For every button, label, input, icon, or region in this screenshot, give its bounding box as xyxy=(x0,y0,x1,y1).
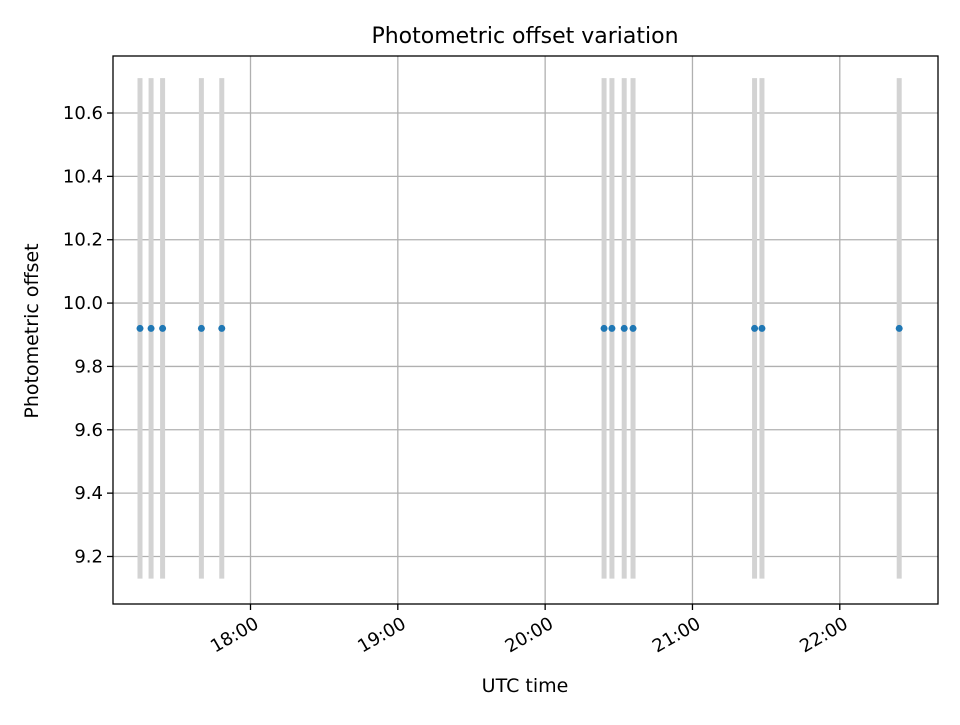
x-axis-label: UTC time xyxy=(482,675,569,697)
y-tick-label: 9.8 xyxy=(74,356,103,377)
data-point xyxy=(620,324,628,332)
x-tick-label: 19:00 xyxy=(354,613,409,657)
grid xyxy=(113,56,938,604)
chart-title: Photometric offset variation xyxy=(371,24,678,49)
plot-frame xyxy=(112,55,939,605)
errorbars xyxy=(137,78,902,579)
data-point xyxy=(147,324,155,332)
y-tick-label: 9.2 xyxy=(74,546,103,567)
data-point xyxy=(758,324,766,332)
y-tick-label: 10.0 xyxy=(63,293,103,314)
y-axis-label: Photometric offset xyxy=(21,243,43,418)
data-points xyxy=(136,324,903,332)
data-point xyxy=(218,324,226,332)
data-point xyxy=(895,324,903,332)
data-point xyxy=(608,324,616,332)
x-tick-label: 22:00 xyxy=(796,613,851,657)
x-tick-label: 18:00 xyxy=(207,613,262,657)
y-tick-label: 10.4 xyxy=(63,166,103,187)
y-tick-label: 9.4 xyxy=(74,483,103,504)
data-point xyxy=(600,324,608,332)
data-point xyxy=(159,324,167,332)
data-point xyxy=(751,324,759,332)
data-point xyxy=(136,324,144,332)
data-point xyxy=(629,324,637,332)
y-tick-label: 10.2 xyxy=(63,230,103,251)
y-tick-label: 9.6 xyxy=(74,420,103,441)
x-tick-label: 21:00 xyxy=(649,613,704,657)
data-point xyxy=(197,324,205,332)
x-tick-label: 20:00 xyxy=(502,613,557,657)
y-tick-label: 10.6 xyxy=(63,103,103,124)
ticks: 18:00 19:00 20:00 21:00 22:00 9.2 9.4 9.6 9.8 10.… xyxy=(63,103,852,657)
